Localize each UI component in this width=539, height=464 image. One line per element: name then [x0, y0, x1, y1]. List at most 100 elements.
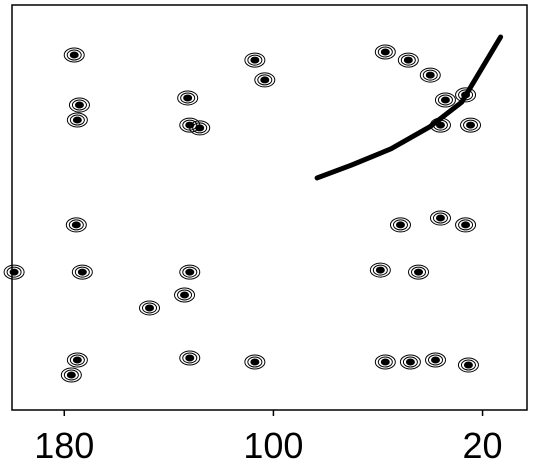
contour-ring	[463, 361, 473, 369]
contour-ring	[372, 264, 388, 276]
peak	[374, 44, 396, 60]
contour-ring	[179, 350, 201, 366]
contour-ring	[250, 358, 260, 366]
peak	[71, 264, 93, 280]
peak	[254, 72, 276, 88]
contour-ring	[460, 117, 482, 133]
x-tick-label: 180	[34, 425, 94, 464]
peak	[63, 47, 85, 63]
contour-ring	[66, 112, 88, 128]
contour-ring	[180, 291, 190, 299]
contour-ring	[69, 51, 79, 59]
contour-ring	[260, 76, 270, 84]
contour-ring	[257, 74, 273, 86]
contour-ring	[380, 358, 390, 366]
contour-ring	[389, 217, 411, 233]
contour-ring	[457, 357, 479, 373]
x-tick-label: 100	[243, 425, 303, 464]
contour-ring	[377, 356, 393, 368]
contour-ring	[375, 266, 385, 274]
contour-ring	[142, 302, 158, 314]
contour-ring	[185, 354, 195, 362]
contour-ring	[71, 99, 87, 111]
peak	[3, 264, 25, 280]
peak	[244, 354, 266, 370]
peak	[177, 90, 199, 106]
contour-ring	[69, 114, 85, 126]
contour-ring	[460, 359, 476, 371]
contour-ring	[400, 54, 416, 66]
peak	[389, 217, 411, 233]
contour-ring	[244, 354, 266, 370]
contour-ring	[431, 356, 441, 364]
x-tick-label: 20	[463, 425, 503, 464]
contour-ring	[466, 121, 476, 129]
contour-ring	[192, 122, 208, 134]
contour-ring	[440, 96, 450, 104]
contour-ring	[60, 367, 82, 383]
contour-ring	[183, 94, 193, 102]
peak	[60, 367, 82, 383]
plot-frame	[11, 4, 528, 411]
peak	[244, 52, 266, 68]
contour-ring	[403, 56, 413, 64]
contour-ring	[145, 304, 155, 312]
contour-ring	[179, 264, 201, 280]
contour-ring	[408, 264, 430, 280]
contour-ring	[392, 219, 408, 231]
contour-ring	[185, 268, 195, 276]
contour-ring	[74, 101, 84, 109]
contour-ring	[250, 56, 260, 64]
contour-ring	[374, 354, 396, 370]
contour-ring	[71, 221, 81, 229]
peak	[429, 210, 451, 226]
contour-ring	[195, 124, 205, 132]
contour-ring	[380, 48, 390, 56]
peak	[419, 67, 441, 83]
peak	[397, 52, 419, 68]
contour-ring	[244, 52, 266, 68]
contour-ring	[74, 266, 90, 278]
contour-ring	[402, 356, 418, 368]
contour-ring	[177, 289, 193, 301]
contour-ring	[77, 268, 87, 276]
contour-ring	[411, 266, 427, 278]
peak	[139, 300, 161, 316]
peak	[66, 352, 88, 368]
contour-ring	[71, 264, 93, 280]
contour-ring	[9, 268, 19, 276]
peak	[455, 217, 477, 233]
contour-ring	[377, 46, 393, 58]
contour-ring	[63, 369, 79, 381]
contour-ring	[139, 300, 161, 316]
peak	[434, 92, 456, 108]
contour-ring	[369, 262, 391, 278]
contour-ring	[435, 121, 445, 129]
contour-ring	[434, 92, 456, 108]
peak	[189, 120, 211, 136]
peak	[460, 117, 482, 133]
peak	[425, 352, 447, 368]
contour-ring	[399, 354, 421, 370]
contour-ring	[458, 219, 474, 231]
contour-ring	[72, 116, 82, 124]
contour-ring	[455, 217, 477, 233]
contour-ring	[395, 221, 405, 229]
contour-ring	[463, 119, 479, 131]
contour-ring	[6, 266, 22, 278]
contour-ring	[429, 210, 451, 226]
contour-ring	[68, 97, 90, 113]
contour-ring	[69, 354, 85, 366]
contour-ring	[68, 219, 84, 231]
contour-ring	[374, 44, 396, 60]
contour-ring	[461, 221, 471, 229]
contour-ring	[174, 287, 196, 303]
peak	[68, 97, 90, 113]
contour-ring	[422, 69, 438, 81]
peak	[65, 217, 87, 233]
contour-ring	[437, 94, 453, 106]
contour-ring	[428, 354, 444, 366]
peak	[179, 264, 201, 280]
contour-ring	[247, 54, 263, 66]
contour-ring	[66, 371, 76, 379]
